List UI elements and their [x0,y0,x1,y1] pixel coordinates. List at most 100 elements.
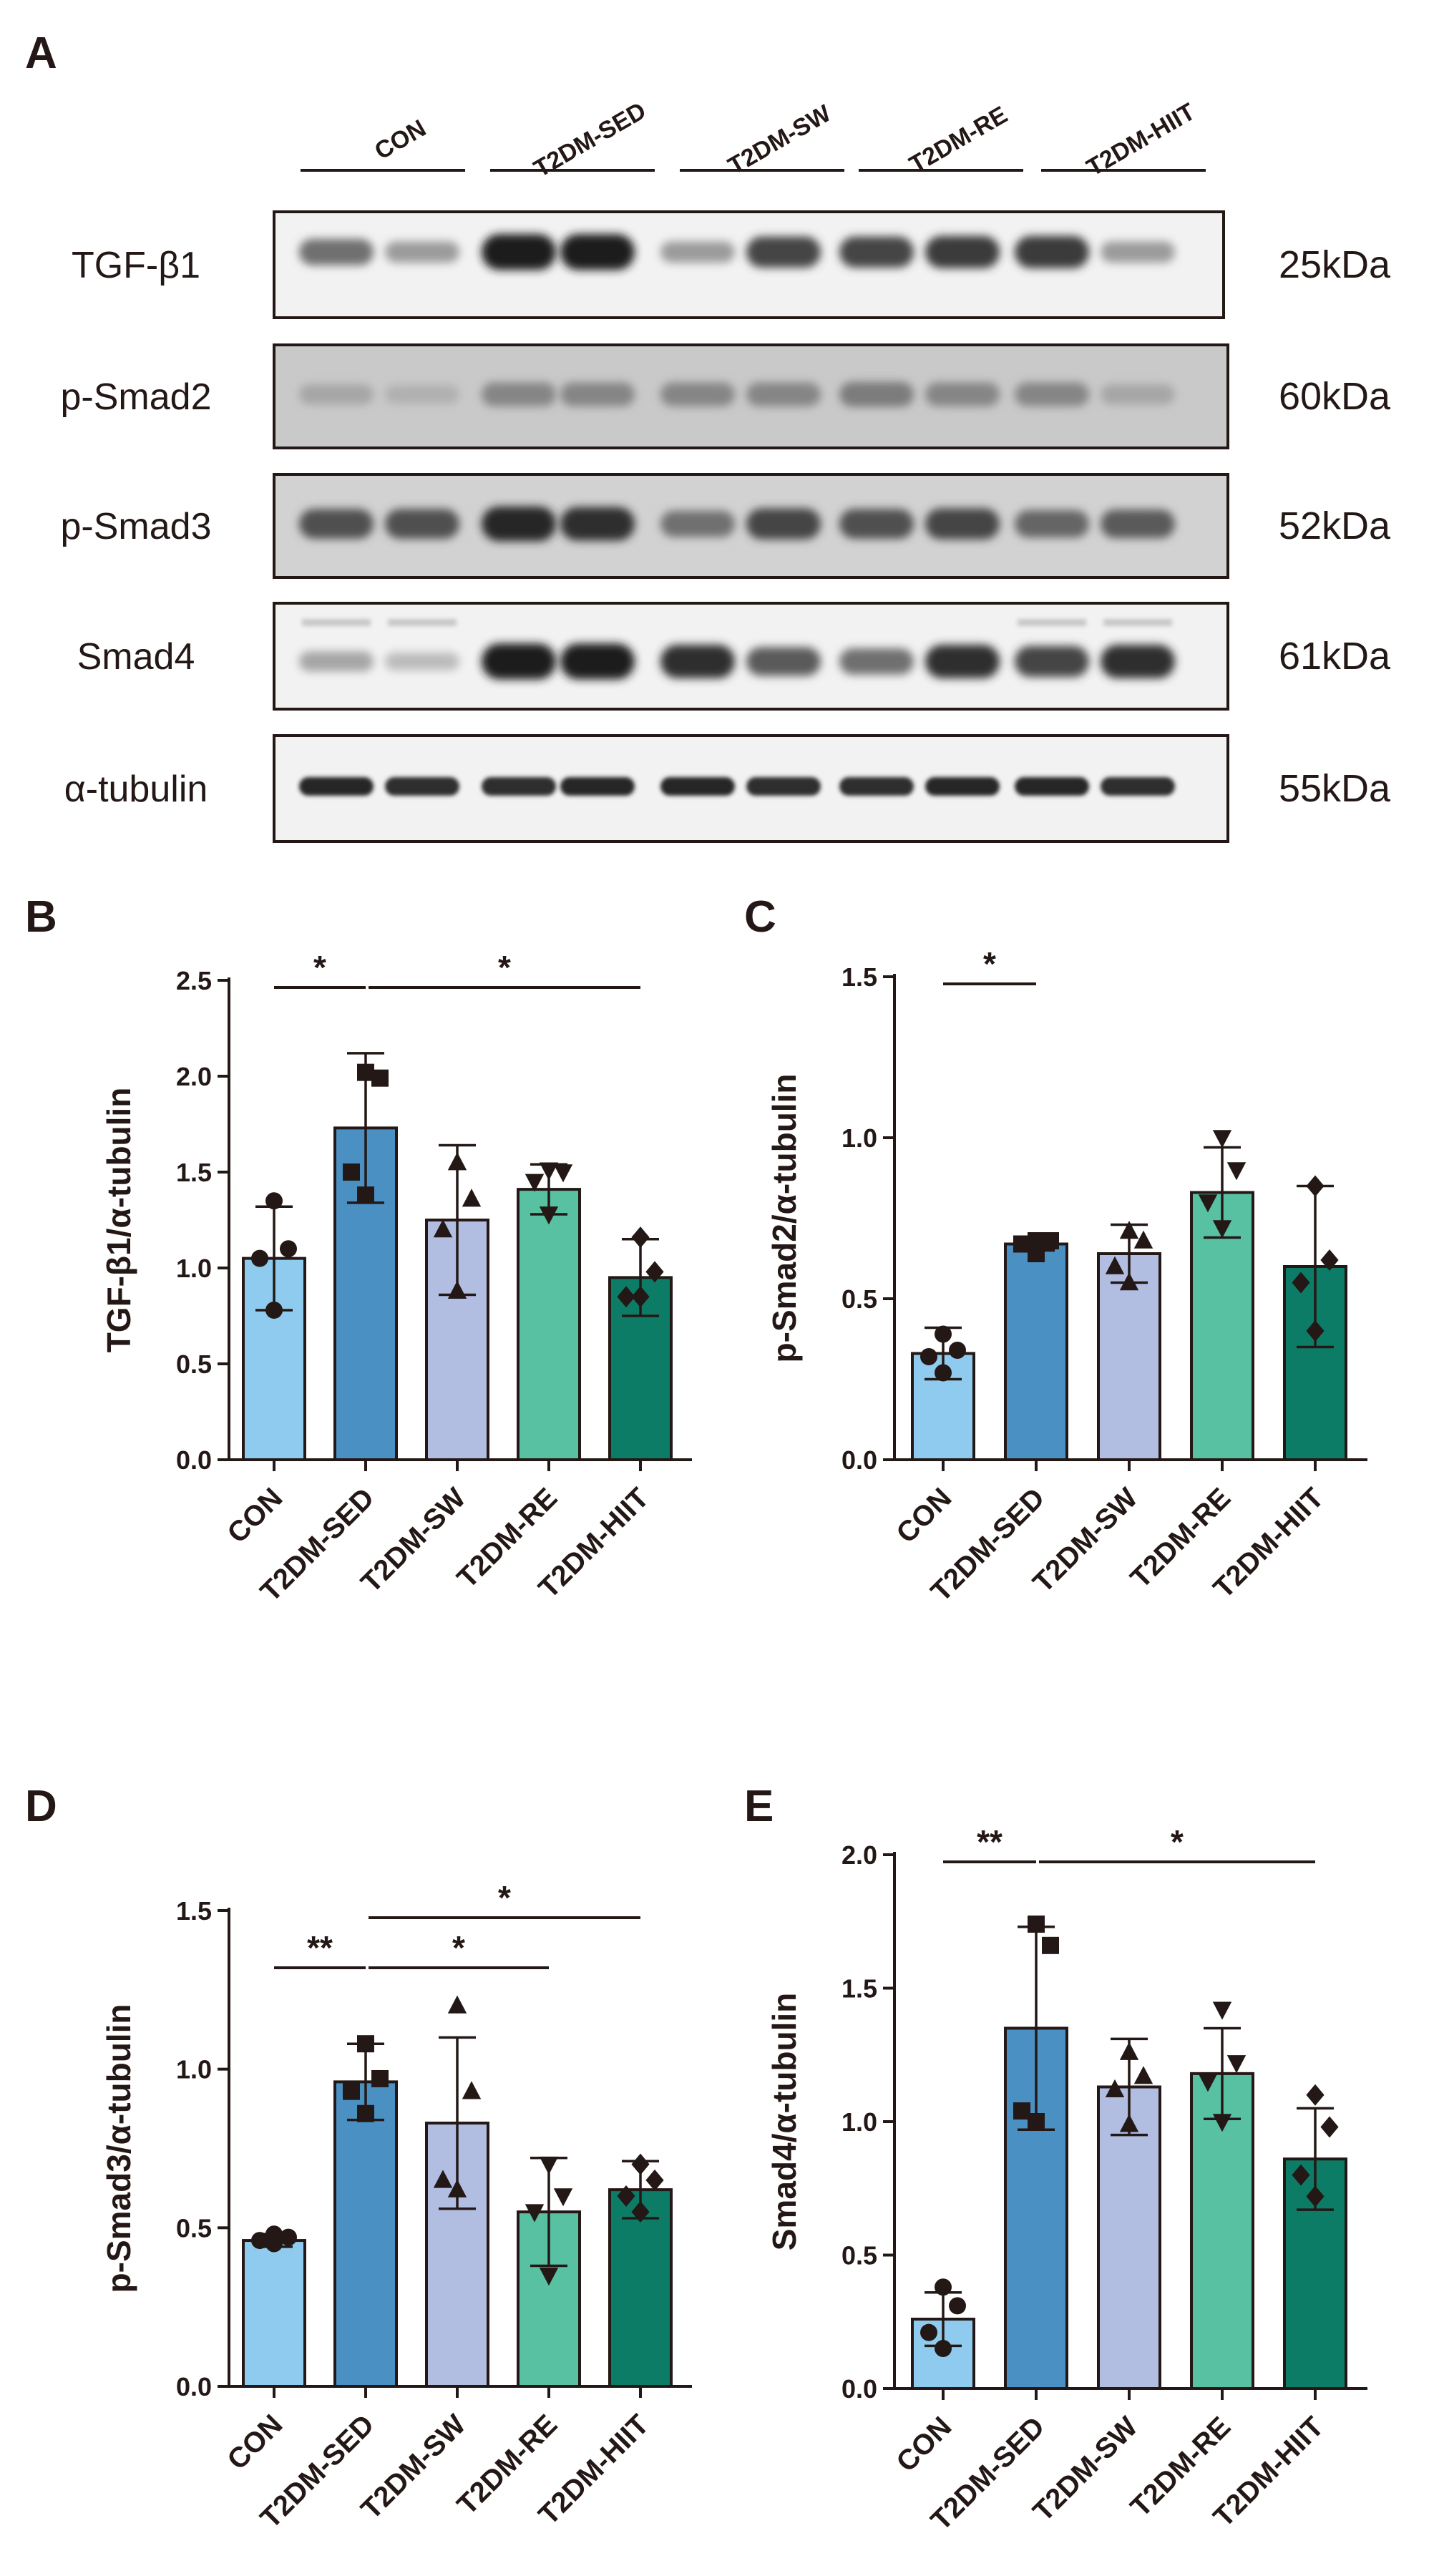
bar-t2dm-re [517,1188,581,1461]
data-point [949,2297,966,2315]
band [482,382,556,406]
band [660,777,735,796]
blot-row-tgf-1: TGF-β1 25kDa [72,210,1391,319]
band [560,643,635,680]
kda-label-tgf-1: 25kDa [1279,243,1391,286]
data-point [1320,1249,1339,1271]
data-point [935,2278,952,2296]
data-point [1212,1220,1232,1239]
data-point [631,1286,650,1308]
data-point [935,1325,952,1343]
significance-label: * [313,949,326,986]
data-point [433,1219,453,1238]
band [660,510,735,537]
data-point [1133,1230,1153,1249]
data-point [1306,2084,1325,2106]
chart-p-smad3: 0.00.51.01.5CONT2DM-SEDT2DM-SWT2DM-RET2D… [100,1879,692,2534]
bar-con [242,2239,306,2388]
y-tick-label: 0.0 [176,1445,212,1475]
data-point [539,2268,559,2286]
band [925,235,1000,268]
data-point [617,1286,635,1308]
band [560,382,635,406]
data-point [265,1301,283,1319]
y-axis-label: TGF-β1/α-tubulin [100,1088,137,1353]
data-point [935,2340,952,2358]
blot-row-tubulin: α-tubulin 55kDa [64,734,1391,843]
band [1015,645,1089,678]
band [299,384,374,405]
data-point [631,2153,650,2175]
y-tick-label: 2.0 [176,1062,212,1091]
protein-label-tgf-1: TGF-β1 [72,245,200,286]
data-point [645,1261,664,1283]
kda-label-smad4: 61kDa [1279,635,1391,678]
band [839,777,914,796]
y-tick-label: 1.5 [176,1158,212,1187]
y-tick-label: 1.0 [842,1123,877,1153]
y-tick-label: 0.0 [842,1445,877,1475]
band [385,384,459,404]
band [660,382,735,406]
data-point [371,1069,389,1087]
band [482,777,556,796]
x-tick-label-con: CON [890,1482,957,1549]
panel-letter-e: E [744,1782,774,1831]
x-tick-label-con: CON [221,2409,288,2476]
panel-letter-d: D [25,1782,57,1831]
data-point [265,1192,283,1210]
data-point [631,2201,650,2223]
y-axis-label: Smad4/α-tubulin [766,1993,803,2251]
band [482,234,556,270]
band [1101,384,1175,405]
band [660,241,735,263]
data-point [280,2228,297,2246]
band [299,651,374,672]
band [560,777,635,796]
data-point [1226,2055,1247,2074]
y-tick-label: 0.5 [176,1350,212,1379]
data-point [1198,1194,1218,1213]
data-point [357,2035,374,2053]
band [482,506,556,542]
chart-p-smad2: 0.00.51.01.5CONT2DM-SEDT2DM-SWT2DM-RET2D… [766,945,1367,1608]
band [746,647,821,676]
data-point [251,1249,268,1267]
data-point [1105,2079,1125,2098]
y-tick-label: 1.5 [176,1896,212,1926]
band [925,382,1000,406]
data-point [343,2082,360,2100]
protein-label-tubulin: α-tubulin [64,769,208,810]
band [299,509,374,540]
data-point [357,2104,374,2122]
band [660,644,735,678]
data-point [525,2204,545,2223]
kda-label-tubulin: 55kDa [1279,767,1391,810]
band-faint [388,619,457,626]
y-tick-label: 2.5 [176,966,212,995]
band [1015,777,1089,796]
significance-label: * [498,1879,511,1916]
data-point [1212,2114,1232,2132]
band [482,643,556,680]
blot-row-p-smad3: p-Smad3 52kDa [61,473,1391,579]
band [1101,644,1175,678]
data-point [357,1186,374,1204]
band [385,509,459,540]
chart-smad4: 0.00.51.01.52.0CONT2DM-SEDT2DM-SWT2DM-RE… [766,1823,1367,2537]
data-point [631,1226,650,1249]
band [1101,241,1175,263]
data-point [447,2179,467,2197]
data-point [1226,1162,1247,1181]
panel-letter-c: C [744,892,776,942]
data-point [447,1280,467,1299]
band [1015,509,1089,538]
data-point [920,2323,937,2341]
band [299,777,374,796]
chart-tgf-b1: 0.00.51.01.52.02.5CONT2DM-SEDT2DM-SWT2DM… [100,949,692,1608]
band [746,382,821,406]
significance-label: * [452,1929,465,1966]
band [839,509,914,540]
band [839,236,914,268]
